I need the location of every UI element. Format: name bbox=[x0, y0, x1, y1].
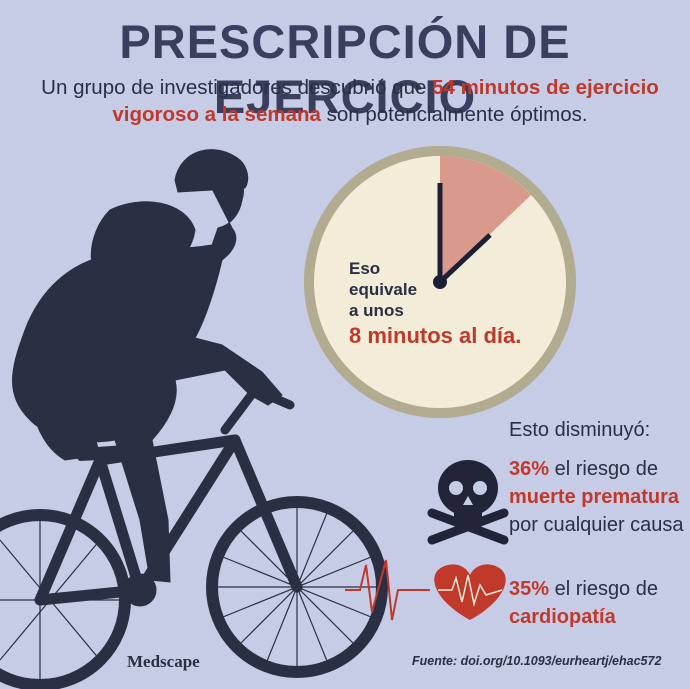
medscape-logo: Medscape bbox=[127, 652, 200, 671]
helmet bbox=[174, 149, 249, 193]
stat-death-text2: por cualquier causa bbox=[509, 514, 684, 536]
skull-icon bbox=[427, 460, 509, 545]
clock-caption: Eso equivale a unos bbox=[349, 258, 417, 321]
clock-line1: Eso bbox=[349, 259, 381, 278]
intro-highlight-minutes: 54 minutos bbox=[432, 76, 541, 99]
stat-heart: 35% el riesgo de cardiopatía bbox=[509, 575, 689, 631]
stat-death-text1: el riesgo de bbox=[549, 458, 658, 480]
stat-heart-pct: 35% bbox=[509, 578, 550, 600]
heartbeat-line bbox=[345, 559, 430, 621]
stat-death: 36% el riesgo de muerte prematura por cu… bbox=[509, 455, 689, 539]
page-title: PRESCRIPCIÓN DE EJERCICIO bbox=[119, 15, 571, 123]
stat-heart-highlight: cardiopatía bbox=[509, 606, 616, 628]
clock-line3: a unos bbox=[349, 301, 404, 320]
intro-part1: Un grupo de investigadores descubrió que bbox=[41, 76, 433, 99]
clock-illustration bbox=[304, 146, 576, 418]
source-citation: Fuente: doi.org/10.1093/eurheartj/ehac57… bbox=[412, 654, 662, 668]
crank bbox=[123, 573, 157, 607]
stat-death-highlight: muerte prematura bbox=[509, 486, 680, 508]
clock-big-text: 8 minutos al día. bbox=[349, 323, 522, 348]
intro-text: Un grupo de investigadores descubrió que… bbox=[40, 74, 660, 128]
rider-body bbox=[12, 161, 283, 583]
stat-heart-text1: el riesgo de bbox=[549, 578, 658, 600]
bike-frame bbox=[34, 434, 303, 606]
heart-icon bbox=[434, 564, 506, 620]
clock-line2: equivale bbox=[349, 280, 418, 299]
clock-wedge bbox=[440, 156, 531, 282]
backpack bbox=[90, 201, 196, 291]
stats-heading: Esto disminuyó: bbox=[509, 419, 651, 441]
stat-death-pct: 36% bbox=[509, 458, 550, 480]
intro-highlight-vigorous: de ejercicio vigoroso a la semana bbox=[112, 76, 659, 126]
clock-hour-hand bbox=[438, 233, 492, 284]
rider-leg bbox=[29, 329, 101, 461]
intro-part2: son potencialmente óptimos. bbox=[320, 103, 588, 126]
clock-center bbox=[433, 275, 447, 289]
cyclist-silhouette bbox=[0, 149, 388, 689]
